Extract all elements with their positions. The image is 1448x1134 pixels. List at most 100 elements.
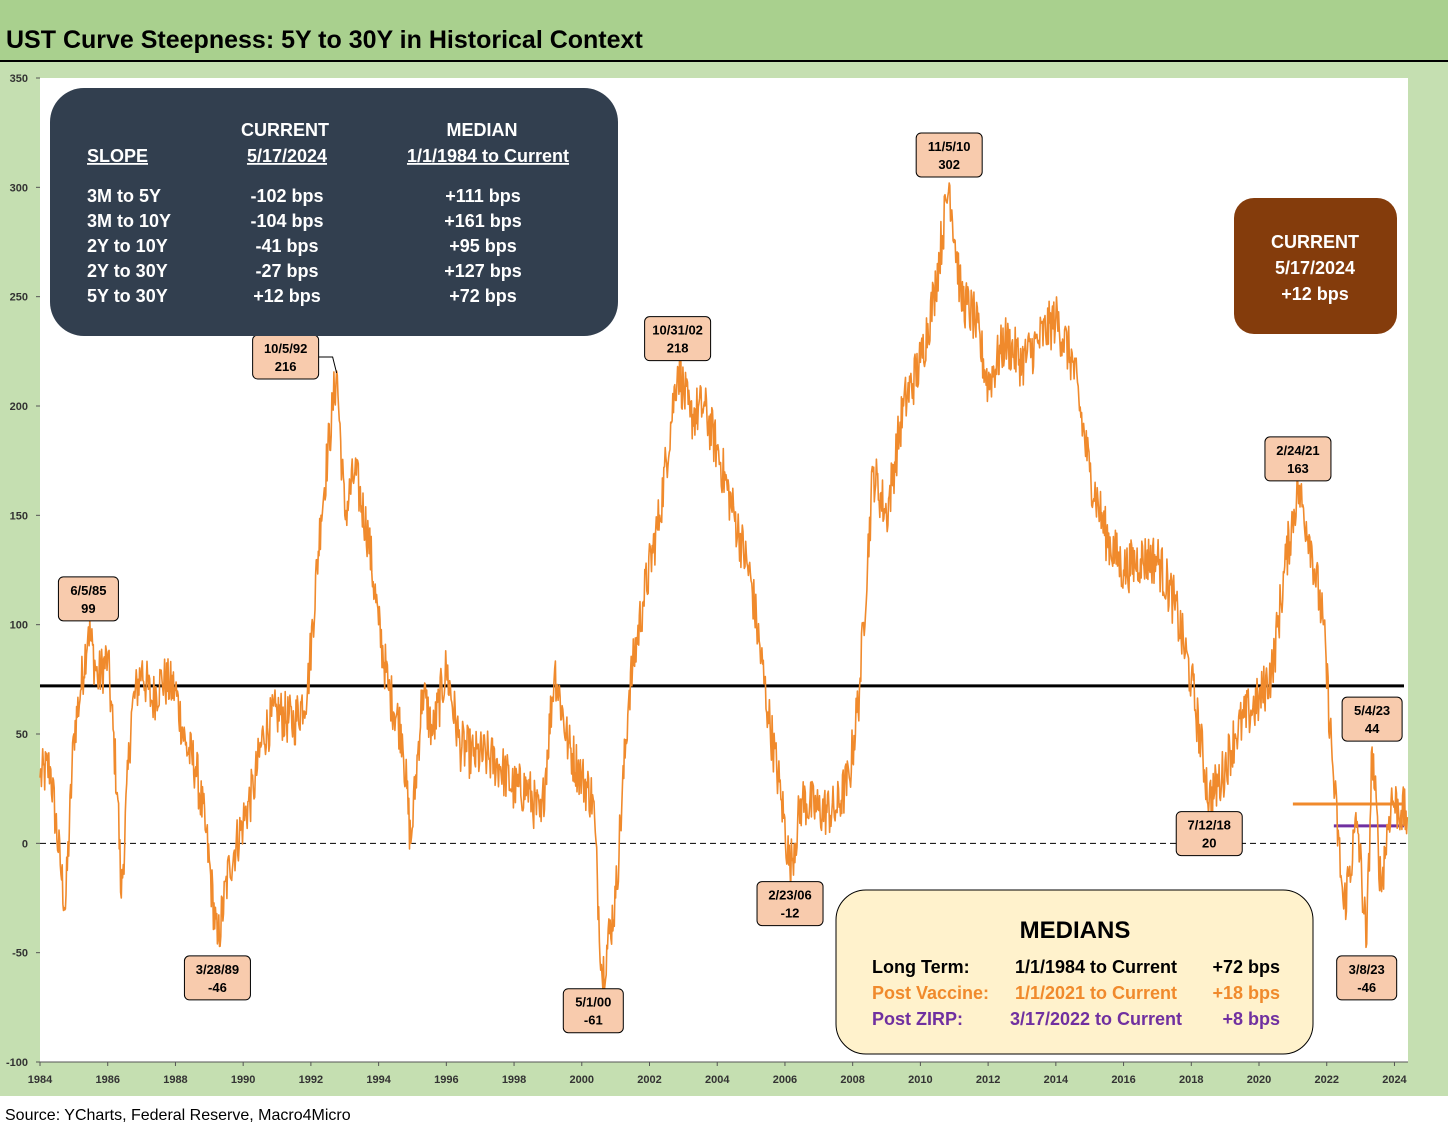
x-tick-label: 2006: [773, 1074, 797, 1086]
callout-box: [183, 955, 251, 1001]
callout-date: 5/1/00: [575, 995, 611, 1010]
medians-row-label: Long Term:: [872, 957, 970, 977]
slope-row-current: +12 bps: [253, 286, 321, 306]
x-tick-label: 1986: [95, 1074, 119, 1086]
slope-col3-header-line1: MEDIAN: [447, 120, 518, 140]
callout-date: 10/5/92: [264, 341, 307, 356]
medians-row-period: 3/17/2022 to Current: [1010, 1009, 1182, 1029]
y-tick-label: 50: [16, 729, 28, 741]
x-tick-label: 1998: [502, 1074, 526, 1086]
callout-date: 2/23/06: [768, 888, 811, 903]
slope-row-current: -27 bps: [255, 261, 318, 281]
callout-value: 218: [667, 341, 689, 356]
slope-row-median: +95 bps: [449, 236, 517, 256]
callout-date: 5/4/23: [1354, 703, 1390, 718]
medians-rows: Long Term: 1/1/1984 to Current +72 bps Post…: [872, 957, 1280, 1029]
slope-table-box: CURRENT MEDIAN SLOPE 5/17/2024 1/1/1984 …: [50, 88, 618, 336]
current-box-line3: +12 bps: [1281, 284, 1349, 304]
source-note: Source: YCharts, Federal Reserve, Macro4…: [5, 1107, 351, 1124]
callout-value: 99: [81, 601, 95, 616]
callout-box: [57, 576, 119, 622]
medians-row-period: 1/1/1984 to Current: [1015, 957, 1177, 977]
callout-box: [756, 881, 824, 927]
x-tick-label: 2012: [976, 1074, 1000, 1086]
slope-row-name: 3M to 10Y: [87, 211, 171, 231]
x-tick-label: 1994: [366, 1074, 391, 1086]
slope-row-name: 2Y to 10Y: [87, 236, 168, 256]
slope-table-background: [50, 88, 618, 336]
x-tick-label: 2020: [1247, 1074, 1271, 1086]
x-tick-label: 1988: [163, 1074, 187, 1086]
slope-row-current: -41 bps: [255, 236, 318, 256]
x-tick-label: 1992: [299, 1074, 323, 1086]
y-tick-label: 0: [22, 838, 28, 850]
slope-row-median: +127 bps: [444, 261, 522, 281]
y-tick-label: 100: [10, 620, 28, 632]
callout-date: 3/28/89: [196, 962, 239, 977]
slope-row-current: -102 bps: [250, 186, 323, 206]
slope-row-median: +111 bps: [445, 186, 521, 206]
slope-row-median: +72 bps: [449, 286, 517, 306]
callout-leader: [318, 356, 338, 374]
y-tick-label: 350: [10, 73, 28, 85]
y-axis: 350 300 250 200 150 100 50 0 -50 -100: [6, 73, 40, 1069]
medians-row-value: +18 bps: [1212, 983, 1280, 1003]
current-box-background: [1234, 198, 1397, 334]
source-bar: Source: YCharts, Federal Reserve, Macro4…: [0, 1096, 1448, 1134]
y-tick-label: -100: [6, 1057, 28, 1069]
x-tick-label: 1996: [434, 1074, 458, 1086]
slope-col2-header-line2: 5/17/2024: [247, 146, 327, 166]
slope-table-rows: 3M to 5Y -102 bps +111 bps 3M to 10Y -104 bp…: [87, 186, 522, 306]
callout-date: 3/8/23: [1349, 962, 1385, 977]
x-tick-label: 2024: [1382, 1074, 1407, 1086]
slope-row-name: 2Y to 30Y: [87, 261, 168, 281]
series-line: [39, 182, 1409, 992]
callout-box: [1336, 955, 1398, 1001]
series-layer: [39, 182, 1409, 992]
callout-value: 163: [1287, 461, 1309, 476]
x-axis: 1984 1986 1988 1990 1992 1994 1996 1998 2000 2002…: [28, 1061, 1408, 1086]
title-bar: UST Curve Steepness: 5Y to 30Y in Histor…: [0, 0, 1448, 62]
y-tick-label: 150: [10, 510, 28, 522]
callout-date: 11/5/10: [928, 139, 971, 154]
medians-row-label: Post ZIRP:: [872, 1009, 963, 1029]
slope-row-current: -104 bps: [250, 211, 323, 231]
callout-value: -46: [208, 980, 227, 995]
callout-date: 6/5/85: [70, 583, 106, 598]
x-tick-label: 2016: [1111, 1074, 1135, 1086]
medians-row-value: +8 bps: [1222, 1009, 1280, 1029]
x-tick-label: 2000: [570, 1074, 594, 1086]
x-tick-label: 2014: [1044, 1074, 1069, 1086]
callout-value: -46: [1357, 980, 1376, 995]
page-title: UST Curve Steepness: 5Y to 30Y in Histor…: [6, 26, 643, 54]
callout-box: [1264, 436, 1332, 482]
callout-date: 2/24/21: [1276, 443, 1319, 458]
x-tick-label: 2022: [1314, 1074, 1338, 1086]
slope-col1-header: SLOPE: [87, 146, 148, 166]
callout-value: 302: [938, 157, 960, 172]
callout-date: 10/31/02: [652, 323, 703, 338]
callout-box: [915, 132, 983, 178]
current-box: CURRENT 5/17/2024 +12 bps: [1234, 198, 1397, 334]
x-tick-label: 2010: [908, 1074, 932, 1086]
callout-box: [1175, 811, 1243, 857]
callout-date: 7/12/18: [1188, 818, 1231, 833]
current-box-line2: 5/17/2024: [1275, 258, 1355, 278]
y-tick-label: 300: [10, 182, 28, 194]
callout-box: [1341, 696, 1403, 742]
callout-value: 44: [1365, 721, 1380, 736]
callout-value: 216: [275, 359, 297, 374]
x-tick-label: 1990: [231, 1074, 255, 1086]
y-tick-label: -50: [12, 948, 28, 960]
x-tick-label: 2018: [1179, 1074, 1203, 1086]
callout-value: -61: [584, 1013, 603, 1028]
callout-box: [644, 316, 712, 362]
y-tick-label: 200: [10, 401, 28, 413]
medians-row-value: +72 bps: [1212, 957, 1280, 977]
callout-box: [562, 988, 624, 1034]
medians-box-title: MEDIANS: [1020, 917, 1131, 944]
callout-value: 20: [1202, 836, 1216, 851]
x-tick-label: 2004: [705, 1074, 730, 1086]
callout-value: -12: [781, 906, 800, 921]
